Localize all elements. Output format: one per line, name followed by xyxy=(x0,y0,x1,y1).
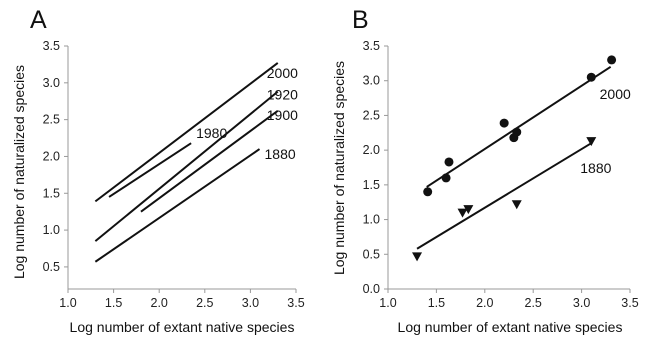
panel-b-y-tick-label: 3.5 xyxy=(363,39,380,53)
data-point-2000 xyxy=(444,157,454,167)
panel-a-y-tick-label: 2.5 xyxy=(43,113,60,127)
panel-a-y-tick-label: 3.5 xyxy=(43,39,60,53)
series-label-1980: 1980 xyxy=(196,125,227,141)
panel-a-plot: 1.0 1.5 2.0 2.5 3.0 3.5 0.5 1.0 1.5 2.0 2.5 3.0 3.5 2… xyxy=(43,39,305,310)
series-label-1880: 1880 xyxy=(580,160,611,176)
series-line-1980 xyxy=(108,142,192,198)
panel-a-x-tick-label: 2.0 xyxy=(151,296,168,310)
panel-a-x-tick-label: 3.5 xyxy=(287,296,304,310)
panel-a-label: A xyxy=(30,6,47,34)
panel-a-y-tick-label: 1.0 xyxy=(43,223,60,237)
data-point-2000 xyxy=(423,187,433,197)
data-point-2000 xyxy=(499,118,509,128)
panel-b-x-tick-label: 3.5 xyxy=(621,296,638,310)
panel-a-y-axis-label: Log number of naturalized species xyxy=(11,65,27,279)
series-label-1880: 1880 xyxy=(265,146,296,162)
panel-b-label: B xyxy=(352,6,369,34)
data-point-2000 xyxy=(607,55,617,65)
series-label-2000: 2000 xyxy=(267,65,298,81)
series-label-2000: 2000 xyxy=(600,86,631,102)
panel-b-y-tick-label: 2.5 xyxy=(363,108,380,122)
panel-b-plot: 1.0 1.5 2.0 2.5 3.0 3.5 0.0 0.5 1.0 1.5 2.0 2.5 3.0 3… xyxy=(363,39,639,310)
series-line-1900 xyxy=(140,109,279,213)
fit-line-2000 xyxy=(426,65,612,188)
fit-line-1880 xyxy=(416,142,592,250)
panel-b-x-tick-label: 1.5 xyxy=(428,296,445,310)
panel-b-x-axis-label: Log number of extant native species xyxy=(398,319,623,335)
data-point-1880 xyxy=(463,205,474,215)
data-point-1880 xyxy=(412,252,423,262)
series-label-1900: 1900 xyxy=(267,107,298,123)
panel-b-y-axis-label: Log number of naturalized species xyxy=(331,61,347,275)
series-label-1920: 1920 xyxy=(267,87,298,103)
panel-b-y-tick-label: 3.0 xyxy=(363,74,380,88)
panel-b-y-tick-label: 1.0 xyxy=(363,213,380,227)
panel-a-x-tick-label: 1.5 xyxy=(105,296,122,310)
panel-b-x-tick-label: 1.0 xyxy=(379,296,396,310)
data-point-1880 xyxy=(511,200,522,210)
panel-b-y-tick-label: 2.0 xyxy=(363,143,380,157)
panel-a-x-tick-label: 3.0 xyxy=(242,296,259,310)
panel-a-x-tick-label: 2.5 xyxy=(196,296,213,310)
series-line-1880 xyxy=(94,148,261,263)
panel-a-x-axis-label: Log number of extant native species xyxy=(70,319,295,335)
panel-b-y-tick-label: 0.0 xyxy=(363,282,380,296)
panel-b-y-tick-label: 1.5 xyxy=(363,178,380,192)
data-point-2000 xyxy=(441,173,451,183)
panel-a-y-tick-label: 1.5 xyxy=(43,186,60,200)
series-line-1920 xyxy=(94,90,279,242)
series-line-2000 xyxy=(94,62,279,203)
data-point-2000 xyxy=(586,72,596,82)
panel-b-x-tick-label: 2.5 xyxy=(525,296,542,310)
data-point-1880 xyxy=(457,208,468,218)
panel-b-x-tick-label: 3.0 xyxy=(573,296,590,310)
panel-a-y-tick-label: 0.5 xyxy=(43,260,60,274)
panel-a-x-tick-label: 1.0 xyxy=(59,296,76,310)
data-point-1880 xyxy=(586,137,597,147)
panel-b-y-tick-label: 0.5 xyxy=(363,247,380,261)
panel-a-y-tick-label: 2.0 xyxy=(43,149,60,163)
data-point-2000 xyxy=(512,127,522,137)
panel-b-x-tick-label: 2.0 xyxy=(476,296,493,310)
panel-a-y-tick-label: 3.0 xyxy=(43,76,60,90)
